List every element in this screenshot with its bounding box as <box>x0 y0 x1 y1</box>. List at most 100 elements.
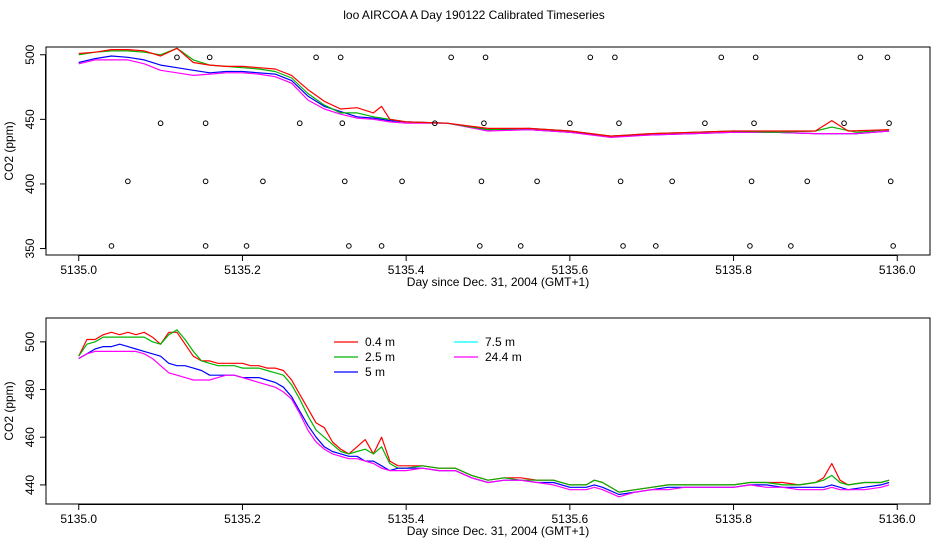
series-line-4 <box>78 47 890 137</box>
data-point <box>616 120 622 127</box>
data-point <box>448 54 454 61</box>
data-point <box>481 120 487 127</box>
data-point <box>157 120 164 127</box>
x-axis: 5135.0 5135.2 5135.4 5135.6 5135.8 5136.0 Day … <box>60 255 916 289</box>
data-point <box>431 120 438 127</box>
data-point <box>517 243 524 249</box>
y-tick-label: 400 <box>23 174 37 194</box>
y-tick-label: 350 <box>23 238 37 258</box>
series-line-5-m <box>78 343 890 496</box>
data-point <box>534 178 540 185</box>
x-axis-label: Day since Dec. 31, 2004 (GMT+1) <box>407 275 589 289</box>
legend-item: 2.5 m <box>334 350 395 364</box>
data-point <box>206 54 213 61</box>
data-point <box>886 120 892 127</box>
data-point <box>202 120 209 127</box>
x-axis: 5135.0 5135.2 5135.4 5135.6 5135.8 5136.0 Day … <box>60 504 916 538</box>
data-point <box>884 54 891 61</box>
y-tick-label: 500 <box>23 332 37 352</box>
data-point <box>125 178 131 185</box>
y-tick-label: 500 <box>23 44 37 64</box>
data-point <box>337 54 344 61</box>
data-point <box>751 120 757 127</box>
x-tick-label: 5135.4 <box>388 512 425 526</box>
data-point <box>612 54 618 61</box>
data-point <box>108 243 115 249</box>
data-point <box>346 243 352 249</box>
top-scatter-panel: 5135.0 5135.2 5135.4 5135.6 5135.8 5136.0 Day … <box>2 44 931 289</box>
data-point <box>804 178 811 185</box>
plot-frame <box>45 46 931 256</box>
data-point <box>652 243 659 249</box>
x-axis-label: Day since Dec. 31, 2004 (GMT+1) <box>407 524 589 538</box>
y-tick-label: 440 <box>23 475 37 495</box>
data-point <box>202 243 209 249</box>
series-line-2 <box>78 59 890 138</box>
data-point <box>339 120 346 127</box>
y-axis-label: CO2 (ppm) <box>2 381 16 440</box>
data-point <box>718 54 725 61</box>
plot-area <box>78 47 896 249</box>
plot-area <box>78 329 890 498</box>
data-point <box>260 178 266 185</box>
x-tick-label: 5135.2 <box>224 512 261 526</box>
legend-label: 0.4 m <box>365 335 395 349</box>
series-line-24-4-m <box>78 350 890 498</box>
data-point <box>617 178 624 185</box>
x-tick-label: 5135.6 <box>552 512 589 526</box>
series-line-3 <box>78 47 890 137</box>
data-point <box>748 178 755 185</box>
x-tick-label: 5136.0 <box>879 263 916 277</box>
data-point <box>620 243 626 249</box>
data-point <box>669 178 675 185</box>
x-tick-label: 5135.8 <box>715 512 752 526</box>
y-axis: 350 400 450 500 CO2 (ppm) <box>2 44 46 259</box>
data-point <box>752 54 759 61</box>
x-tick-label: 5135.0 <box>60 512 97 526</box>
legend-item: 7.5 m <box>454 335 515 349</box>
data-point <box>296 120 303 127</box>
figure-title: loo AIRCOA A Day 190122 Calibrated Times… <box>343 8 604 22</box>
legend-label: 7.5 m <box>485 335 515 349</box>
data-point <box>702 120 708 127</box>
data-point <box>567 120 573 127</box>
x-tick-label: 5135.2 <box>224 263 261 277</box>
series-line-1 <box>78 55 890 137</box>
data-point <box>857 54 864 61</box>
legend-item: 24.4 m <box>454 350 522 364</box>
data-point <box>174 54 180 61</box>
data-point <box>399 178 405 185</box>
data-point <box>202 178 209 185</box>
x-tick-label: 5135.6 <box>552 263 589 277</box>
series-line-2-5-m <box>78 329 890 493</box>
series-line-0-4-m <box>78 331 890 493</box>
legend-item: 0.4 m <box>334 335 395 349</box>
data-point <box>243 243 250 249</box>
data-point <box>313 54 319 61</box>
x-tick-label: 5135.4 <box>388 263 425 277</box>
y-tick-label: 460 <box>23 427 37 447</box>
legend-label: 2.5 m <box>365 350 395 364</box>
legend-item: 5 m <box>334 365 385 379</box>
data-point <box>478 178 485 185</box>
data-point <box>887 178 894 185</box>
y-axis-label: CO2 (ppm) <box>2 121 16 180</box>
legend-label: 5 m <box>365 365 385 379</box>
data-point <box>341 178 348 185</box>
x-tick-label: 5135.8 <box>715 263 752 277</box>
data-point <box>482 54 489 61</box>
y-tick-label: 480 <box>23 379 37 399</box>
y-axis: 440 460 480 500 CO2 (ppm) <box>2 332 46 495</box>
legend-label: 24.4 m <box>485 350 522 364</box>
data-point <box>477 243 483 249</box>
data-point <box>788 243 794 249</box>
data-point <box>587 54 594 61</box>
y-tick-label: 450 <box>23 109 37 129</box>
legend: 0.4 m2.5 m5 m 7.5 m24.4 m <box>334 335 522 379</box>
data-point <box>747 243 753 249</box>
bottom-line-panel: 5135.0 5135.2 5135.4 5135.6 5135.8 5136.0 Day … <box>2 317 931 538</box>
x-tick-label: 5135.0 <box>60 263 97 277</box>
data-point <box>378 243 385 249</box>
data-point <box>890 243 896 249</box>
